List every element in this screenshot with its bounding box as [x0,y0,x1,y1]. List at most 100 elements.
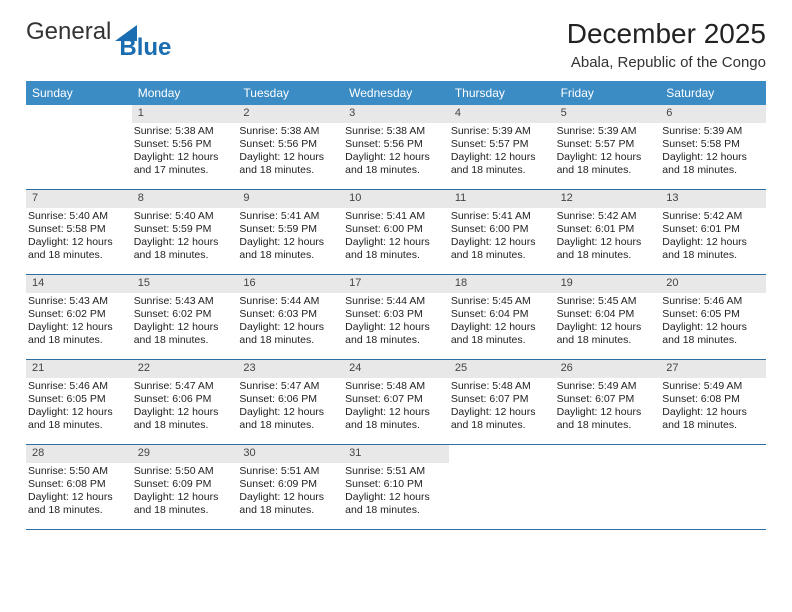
day-cell [449,445,555,529]
day-details: Sunrise: 5:49 AMSunset: 6:08 PMDaylight:… [660,380,766,433]
weekday-header: Saturday [660,81,766,105]
sunrise-line: Sunrise: 5:44 AM [239,295,339,308]
day1-line: Daylight: 12 hours [345,491,445,504]
day2-line: and 18 minutes. [451,419,551,432]
sunset-line: Sunset: 5:56 PM [345,138,445,151]
day1-line: Daylight: 12 hours [662,151,762,164]
day-details: Sunrise: 5:48 AMSunset: 6:07 PMDaylight:… [449,380,555,433]
day2-line: and 18 minutes. [451,164,551,177]
day1-line: Daylight: 12 hours [239,491,339,504]
day-cell: 30Sunrise: 5:51 AMSunset: 6:09 PMDayligh… [237,445,343,529]
sunrise-line: Sunrise: 5:47 AM [239,380,339,393]
day1-line: Daylight: 12 hours [451,151,551,164]
day-cell: 11Sunrise: 5:41 AMSunset: 6:00 PMDayligh… [449,190,555,274]
day2-line: and 18 minutes. [28,504,128,517]
day-cell: 25Sunrise: 5:48 AMSunset: 6:07 PMDayligh… [449,360,555,444]
day1-line: Daylight: 12 hours [451,236,551,249]
topbar: General Blue December 2025 Abala, Republ… [26,18,766,71]
sunset-line: Sunset: 6:05 PM [662,308,762,321]
day-cell: 20Sunrise: 5:46 AMSunset: 6:05 PMDayligh… [660,275,766,359]
day-number: 24 [343,360,449,378]
day-number: 12 [555,190,661,208]
day1-line: Daylight: 12 hours [345,236,445,249]
sunrise-line: Sunrise: 5:48 AM [451,380,551,393]
sunset-line: Sunset: 5:59 PM [239,223,339,236]
day2-line: and 18 minutes. [451,334,551,347]
day-cell: 7Sunrise: 5:40 AMSunset: 5:58 PMDaylight… [26,190,132,274]
sunrise-line: Sunrise: 5:38 AM [345,125,445,138]
day-cell: 21Sunrise: 5:46 AMSunset: 6:05 PMDayligh… [26,360,132,444]
day-cell: 31Sunrise: 5:51 AMSunset: 6:10 PMDayligh… [343,445,449,529]
day1-line: Daylight: 12 hours [134,406,234,419]
day1-line: Daylight: 12 hours [28,491,128,504]
day2-line: and 18 minutes. [662,249,762,262]
day1-line: Daylight: 12 hours [28,406,128,419]
day-number: 29 [132,445,238,463]
day2-line: and 18 minutes. [557,419,657,432]
day2-line: and 18 minutes. [345,249,445,262]
day-details: Sunrise: 5:44 AMSunset: 6:03 PMDaylight:… [343,295,449,348]
day-number: 2 [237,105,343,123]
logo-text-1: General [26,18,111,46]
sunset-line: Sunset: 6:08 PM [28,478,128,491]
day-number: 17 [343,275,449,293]
day2-line: and 18 minutes. [239,504,339,517]
day2-line: and 18 minutes. [345,334,445,347]
day-cell [26,105,132,189]
day-details: Sunrise: 5:46 AMSunset: 6:05 PMDaylight:… [660,295,766,348]
day-cell: 14Sunrise: 5:43 AMSunset: 6:02 PMDayligh… [26,275,132,359]
sunrise-line: Sunrise: 5:43 AM [134,295,234,308]
day-details: Sunrise: 5:43 AMSunset: 6:02 PMDaylight:… [132,295,238,348]
day1-line: Daylight: 12 hours [345,151,445,164]
sunrise-line: Sunrise: 5:50 AM [134,465,234,478]
week-row: 14Sunrise: 5:43 AMSunset: 6:02 PMDayligh… [26,275,766,360]
sunrise-line: Sunrise: 5:39 AM [557,125,657,138]
weekday-header: Thursday [449,81,555,105]
sunset-line: Sunset: 6:00 PM [451,223,551,236]
logo: General Blue [26,18,171,46]
day2-line: and 18 minutes. [28,334,128,347]
weekday-header: Monday [132,81,238,105]
day-details: Sunrise: 5:38 AMSunset: 5:56 PMDaylight:… [237,125,343,178]
day-cell: 6Sunrise: 5:39 AMSunset: 5:58 PMDaylight… [660,105,766,189]
weekday-header: Tuesday [237,81,343,105]
sunset-line: Sunset: 6:02 PM [134,308,234,321]
calendar: Sunday Monday Tuesday Wednesday Thursday… [26,81,766,530]
day-number: 15 [132,275,238,293]
day-cell: 10Sunrise: 5:41 AMSunset: 6:00 PMDayligh… [343,190,449,274]
sunrise-line: Sunrise: 5:41 AM [451,210,551,223]
day-cell: 24Sunrise: 5:48 AMSunset: 6:07 PMDayligh… [343,360,449,444]
month-title: December 2025 [567,18,766,50]
sunrise-line: Sunrise: 5:47 AM [134,380,234,393]
day1-line: Daylight: 12 hours [239,236,339,249]
day2-line: and 18 minutes. [239,334,339,347]
day1-line: Daylight: 12 hours [557,321,657,334]
sunset-line: Sunset: 6:03 PM [239,308,339,321]
day-details: Sunrise: 5:41 AMSunset: 6:00 PMDaylight:… [449,210,555,263]
day1-line: Daylight: 12 hours [28,236,128,249]
day-number: 3 [343,105,449,123]
sunset-line: Sunset: 5:57 PM [557,138,657,151]
day-cell: 16 Sunrise: 5:44 AMSunset: 6:03 PMDayligh… [237,275,343,359]
day-details: Sunrise: 5:42 AMSunset: 6:01 PMDaylight:… [555,210,661,263]
day2-line: and 18 minutes. [239,164,339,177]
day-cell [660,445,766,529]
day2-line: and 18 minutes. [662,164,762,177]
sunrise-line: Sunrise: 5:44 AM [345,295,445,308]
day-number: 16 [237,275,343,293]
sunset-line: Sunset: 5:58 PM [662,138,762,151]
sunset-line: Sunset: 5:56 PM [134,138,234,151]
day-cell [555,445,661,529]
day-number: 31 [343,445,449,463]
sunrise-line: Sunrise: 5:38 AM [134,125,234,138]
day-details: Sunrise: 5:42 AMSunset: 6:01 PMDaylight:… [660,210,766,263]
day2-line: and 18 minutes. [557,249,657,262]
day1-line: Daylight: 12 hours [662,321,762,334]
day-details: Sunrise: 5:39 AMSunset: 5:58 PMDaylight:… [660,125,766,178]
week-row: 28Sunrise: 5:50 AMSunset: 6:08 PMDayligh… [26,445,766,530]
day2-line: and 18 minutes. [345,164,445,177]
sunrise-line: Sunrise: 5:41 AM [345,210,445,223]
week-row: 21Sunrise: 5:46 AMSunset: 6:05 PMDayligh… [26,360,766,445]
day1-line: Daylight: 12 hours [239,321,339,334]
day-number: 26 [555,360,661,378]
